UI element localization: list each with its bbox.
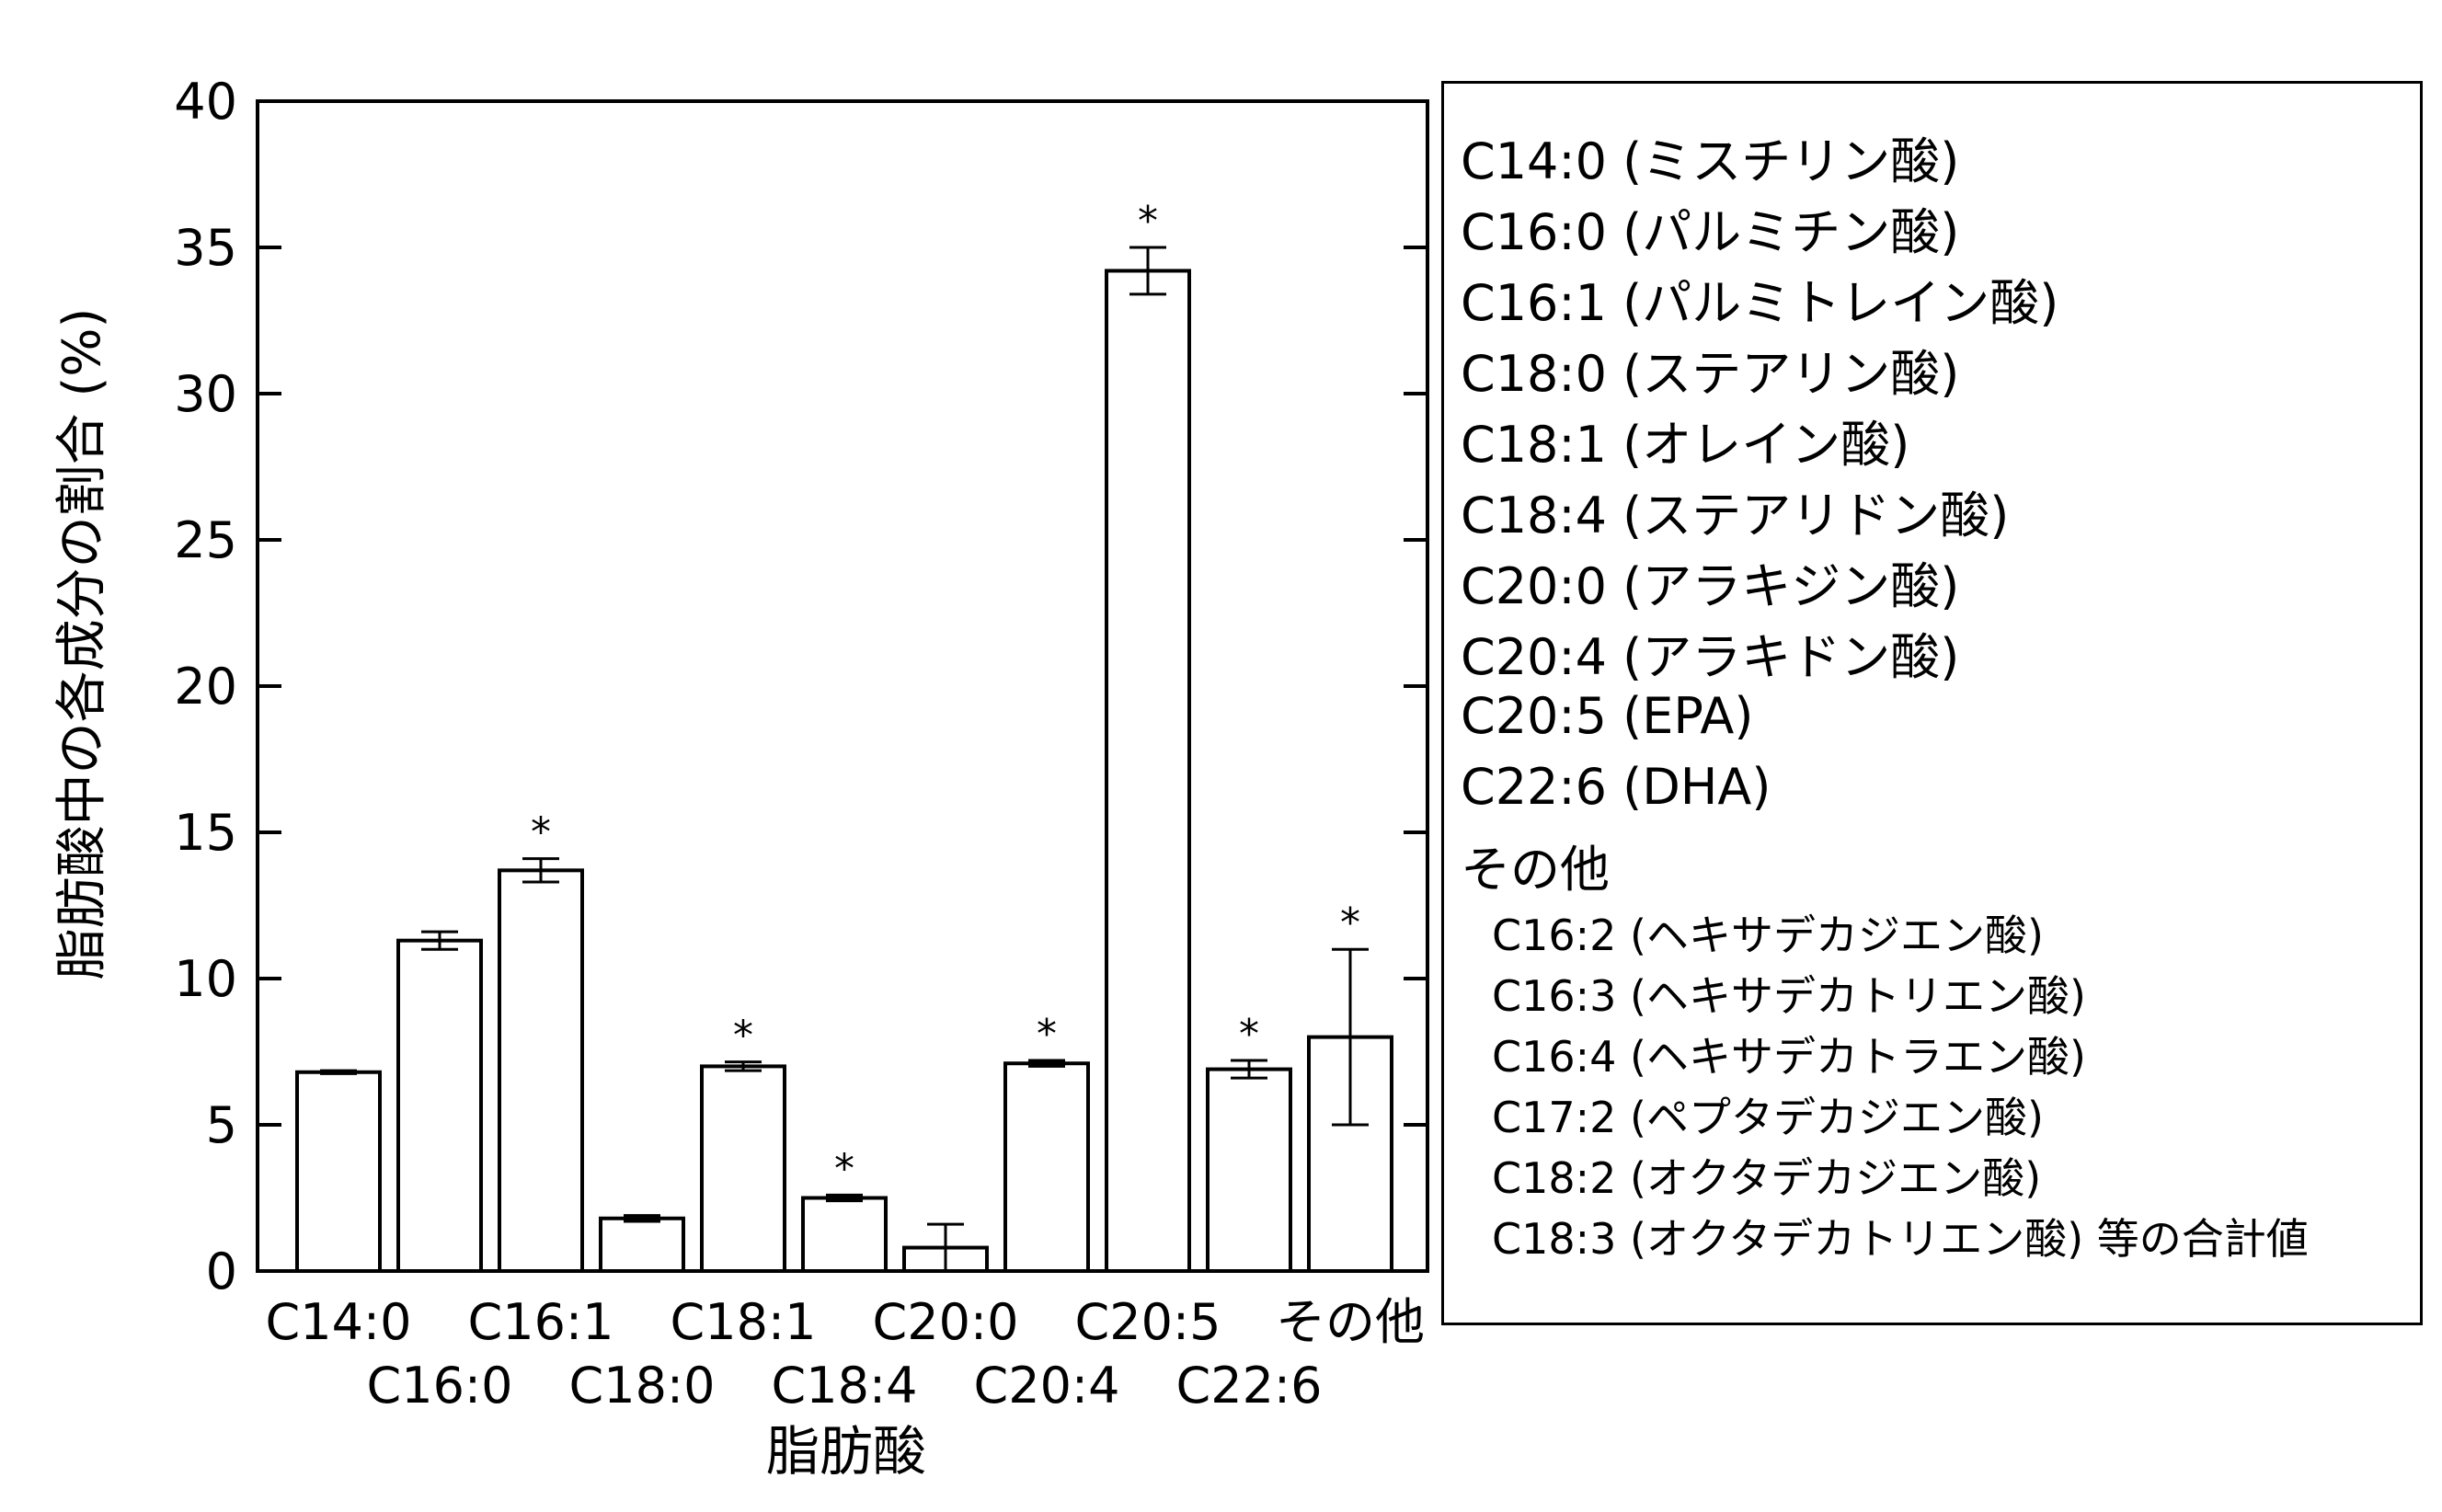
legend-sub-item: C17:2 (ペプタデカジエン酸) bbox=[1492, 1093, 2044, 1142]
significance-mark: * bbox=[1037, 1011, 1057, 1058]
x-tick-label: その他 bbox=[1276, 1293, 1425, 1351]
y-tick-label: 35 bbox=[174, 219, 237, 277]
significance-mark: * bbox=[1138, 198, 1158, 245]
legend-item: C16:1 (パルミトレイン酸) bbox=[1461, 274, 2059, 332]
y-tick-label: 30 bbox=[174, 365, 237, 423]
bar-chart: 0 5 10 15 20 25 30 35 40 C14:0 C16:0 * C16:1 C18:0 * C1… bbox=[52, 73, 1429, 1483]
plot-area: 0 5 10 15 20 25 30 35 40 C14:0 C16:0 * C16:1 C18:0 * C1… bbox=[174, 73, 1429, 1415]
legend-item: C22:6 (DHA) bbox=[1461, 758, 1771, 816]
significance-mark: * bbox=[834, 1145, 854, 1192]
x-tick-label: C22:6 bbox=[1176, 1357, 1323, 1415]
legend-item: C20:4 (アラキドン酸) bbox=[1461, 628, 1960, 686]
bar bbox=[295, 1070, 382, 1274]
significance-mark: * bbox=[531, 809, 551, 856]
y-tick-label: 20 bbox=[174, 658, 237, 716]
x-tick-label: C18:1 bbox=[671, 1293, 817, 1351]
legend-item: C20:5 (EPA) bbox=[1461, 687, 1754, 745]
y-axis-label: 脂肪酸中の各成分の割合 (%) bbox=[52, 308, 112, 980]
y-tick-label: 10 bbox=[174, 950, 237, 1008]
legend-sub-item: C18:3 (オクタデカトリエン酸) 等の合計値 bbox=[1492, 1214, 2309, 1264]
legend-sub-item: C16:3 (ヘキサデカトリエン酸) bbox=[1492, 971, 2086, 1021]
y-tick-label: 5 bbox=[206, 1096, 237, 1154]
x-tick-label: C20:0 bbox=[873, 1293, 1019, 1351]
bar bbox=[1105, 269, 1191, 1274]
legend-item: C18:4 (ステアリドン酸) bbox=[1461, 487, 2010, 544]
legend-sub-item: C18:2 (オクタデカジエン酸) bbox=[1492, 1153, 2042, 1203]
y-tick-label: 15 bbox=[174, 804, 237, 862]
legend-sub-item: C16:2 (ヘキサデカジエン酸) bbox=[1492, 911, 2044, 960]
x-tick-label: C16:0 bbox=[367, 1357, 513, 1415]
x-axis-label: 脂肪酸 bbox=[766, 1420, 926, 1483]
y-tick-label: 25 bbox=[174, 511, 237, 569]
y-tick-label: 0 bbox=[206, 1243, 237, 1300]
x-tick-label: C18:0 bbox=[569, 1357, 716, 1415]
significance-mark: * bbox=[1340, 899, 1360, 946]
bar bbox=[1206, 1067, 1292, 1273]
x-tick-label: C20:4 bbox=[974, 1357, 1120, 1415]
legend-item: C20:0 (アラキジン酸) bbox=[1461, 557, 1960, 615]
bar bbox=[1003, 1061, 1090, 1273]
x-tick-label: C18:4 bbox=[772, 1357, 918, 1415]
bar bbox=[700, 1064, 786, 1274]
bar bbox=[801, 1196, 888, 1273]
legend: C14:0 (ミスチリン酸) C16:0 (パルミチン酸) C16:1 (パルミトレ… bbox=[1441, 81, 2423, 1325]
bar bbox=[396, 938, 483, 1273]
legend-item: C18:0 (ステアリン酸) bbox=[1461, 345, 1960, 403]
bar bbox=[599, 1216, 685, 1274]
legend-item: C18:1 (オレイン酸) bbox=[1461, 416, 1910, 474]
y-tick-label: 40 bbox=[174, 73, 237, 131]
legend-item: その他 bbox=[1461, 841, 1610, 899]
legend-sub-item: C16:4 (ヘキサデカトラエン酸) bbox=[1492, 1032, 2086, 1082]
bar bbox=[498, 868, 584, 1274]
significance-mark: * bbox=[1239, 1011, 1259, 1058]
x-tick-label: C20:5 bbox=[1075, 1293, 1221, 1351]
x-tick-label: C14:0 bbox=[266, 1293, 412, 1351]
legend-item: C14:0 (ミスチリン酸) bbox=[1461, 132, 1960, 190]
x-tick-label: C16:1 bbox=[468, 1293, 614, 1351]
legend-item: C16:0 (パルミチン酸) bbox=[1461, 203, 1960, 261]
significance-mark: * bbox=[733, 1013, 753, 1060]
